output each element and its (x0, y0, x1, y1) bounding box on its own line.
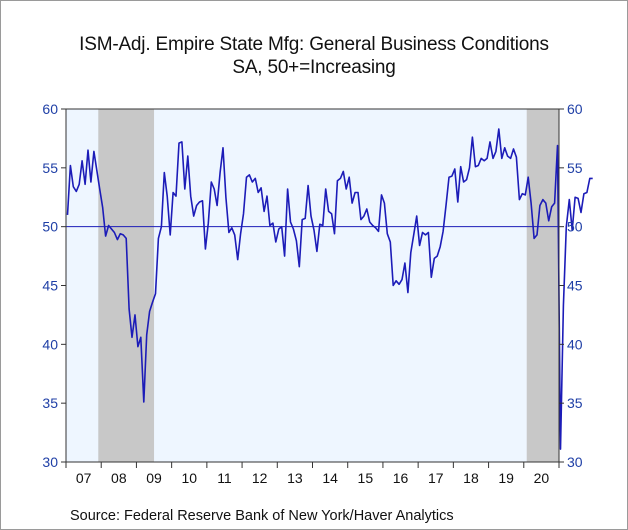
y-axis-left: 30 35 40 45 50 55 60 (42, 101, 66, 470)
y-tick-label-left: 60 (42, 101, 58, 117)
x-tick-label: 17 (428, 470, 444, 486)
x-tick-label: 15 (358, 470, 374, 486)
y-tick-label-left: 45 (42, 278, 58, 294)
y-tick-label-right: 40 (567, 336, 583, 352)
x-tick-label: 12 (252, 470, 268, 486)
y-tick-label-right: 55 (567, 160, 583, 176)
chart-subtitle: SA, 50+=Increasing (232, 57, 396, 78)
x-tick-label: 18 (463, 470, 479, 486)
recession-shading (98, 109, 559, 462)
y-tick-label-left: 30 (42, 454, 58, 470)
x-tick-label: 08 (111, 470, 127, 486)
y-tick-label-left: 40 (42, 336, 58, 352)
x-tick-label: 14 (322, 470, 338, 486)
recession-band-1 (98, 109, 155, 462)
y-tick-label-right: 60 (567, 101, 583, 117)
y-tick-label-right: 30 (567, 454, 583, 470)
y-tick-label-left: 50 (42, 219, 58, 235)
recession-band-2 (526, 109, 559, 462)
series-line-1 (66, 128, 593, 450)
x-tick-label: 13 (287, 470, 303, 486)
x-tick-label: 10 (181, 470, 197, 486)
y-tick-label-left: 35 (42, 395, 58, 411)
chart-title: ISM-Adj. Empire State Mfg: General Busin… (79, 34, 549, 55)
source-note: Source: Federal Reserve Bank of New York… (70, 508, 454, 524)
y-tick-label-right: 35 (567, 395, 583, 411)
x-tick-label: 11 (217, 470, 232, 486)
x-tick-label: 07 (76, 470, 92, 486)
y-tick-label-left: 55 (42, 160, 58, 176)
x-tick-label: 16 (393, 470, 409, 486)
x-axis: 07 08 09 10 11 12 13 14 15 16 17 18 19 20 (65, 462, 560, 486)
x-tick-label: 09 (146, 470, 162, 486)
x-tick-label: 20 (534, 470, 550, 486)
y-axis-right: 30 35 40 45 50 55 60 (559, 101, 583, 470)
series-layer (66, 128, 593, 450)
x-tick-label: 19 (498, 470, 514, 486)
y-tick-label-right: 50 (567, 219, 583, 235)
y-tick-label-right: 45 (567, 278, 583, 294)
